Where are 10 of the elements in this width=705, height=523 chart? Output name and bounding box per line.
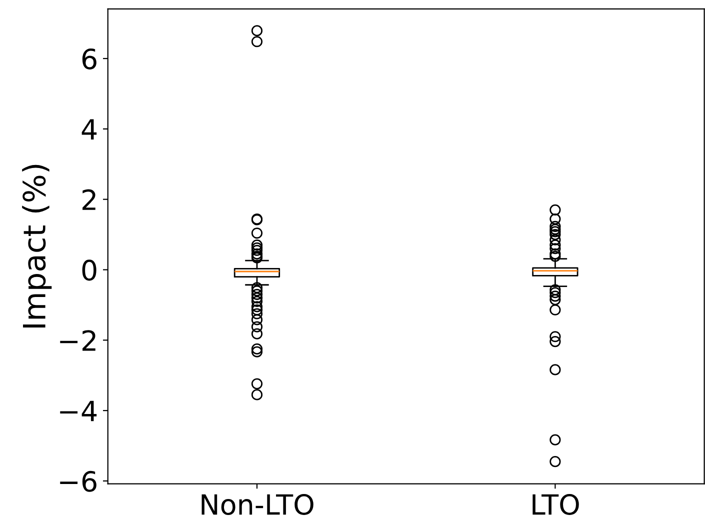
y-tick-label: 6 [82,48,96,70]
y-tick-label: −2 [60,330,96,351]
y-tick-label: 0 [82,260,96,281]
y-tick-label: 2 [82,189,96,210]
y-tick-label: −6 [60,470,96,492]
x-tick-label: LTO [532,494,579,515]
y-tick-label: 4 [82,119,97,140]
y-axis-title: Impact (%) [22,164,52,328]
y-tick-label: −4 [60,400,97,422]
x-tick-label: Non-LTO [202,494,314,515]
